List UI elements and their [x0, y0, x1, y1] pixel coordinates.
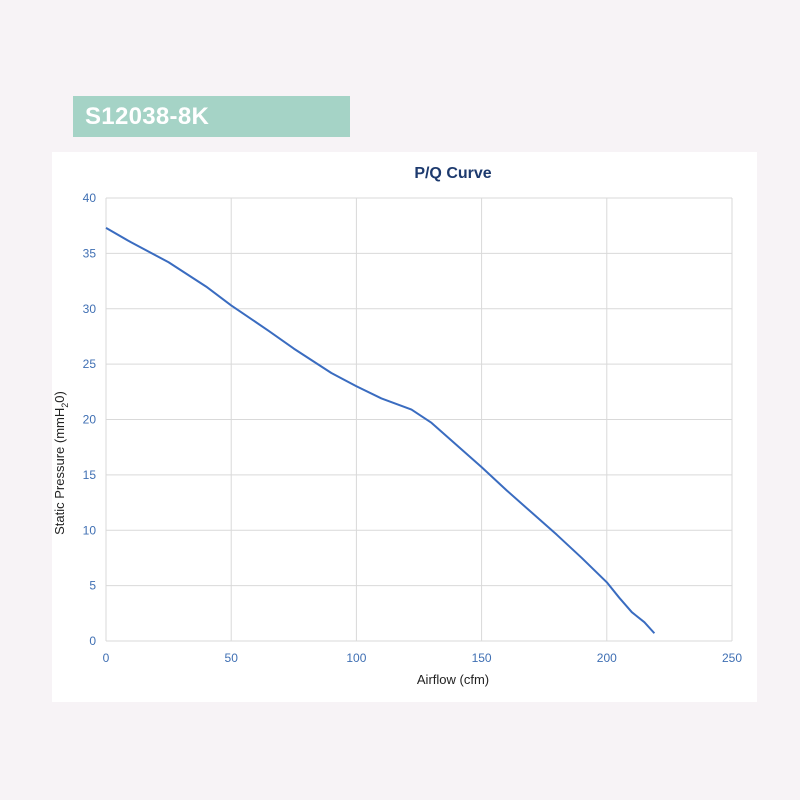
y-tick-label: 30: [83, 302, 97, 316]
y-tick-label: 20: [83, 413, 97, 427]
y-tick-label: 10: [83, 523, 97, 537]
x-tick-label: 0: [103, 651, 110, 665]
x-tick-label: 200: [597, 651, 617, 665]
chart-title: P/Q Curve: [414, 165, 491, 182]
series-line: [105, 227, 656, 634]
y-tick-labels: 0 5 10 15 20 25 30 35 40: [83, 191, 97, 648]
x-tick-label: 250: [722, 651, 742, 665]
x-tick-labels: 0 50 100 150 200 250: [103, 651, 743, 665]
y-tick-label: 35: [83, 246, 97, 260]
grid-lines: [105, 197, 733, 642]
x-axis-label: Airflow (cfm): [417, 672, 489, 687]
y-axis-label-subscript: 2: [60, 403, 70, 408]
pq-curve-chart: 0 50 100 150 200 250 0 5 10 15 20 25 30 35 40 P/Q Cur…: [52, 165, 743, 687]
y-axis-label-suffix: 0): [52, 391, 67, 403]
y-axis-label-text: Static Pressure (mmH: [52, 408, 67, 535]
y-tick-label: 40: [83, 191, 97, 205]
chart-card: 0 50 100 150 200 250 0 5 10 15 20 25 30 35 40 P/Q Cur…: [52, 152, 757, 702]
x-tick-label: 100: [346, 651, 366, 665]
y-tick-label: 5: [89, 579, 96, 593]
y-tick-label: 15: [83, 468, 97, 482]
x-tick-label: 150: [472, 651, 492, 665]
y-tick-label: 0: [89, 634, 96, 648]
model-number: S12038-8K: [85, 102, 210, 130]
model-banner: S12038-8K: [73, 96, 350, 137]
x-tick-label: 50: [225, 651, 239, 665]
y-axis-label: Static Pressure (mmH20): [52, 391, 70, 535]
y-tick-label: 25: [83, 357, 97, 371]
